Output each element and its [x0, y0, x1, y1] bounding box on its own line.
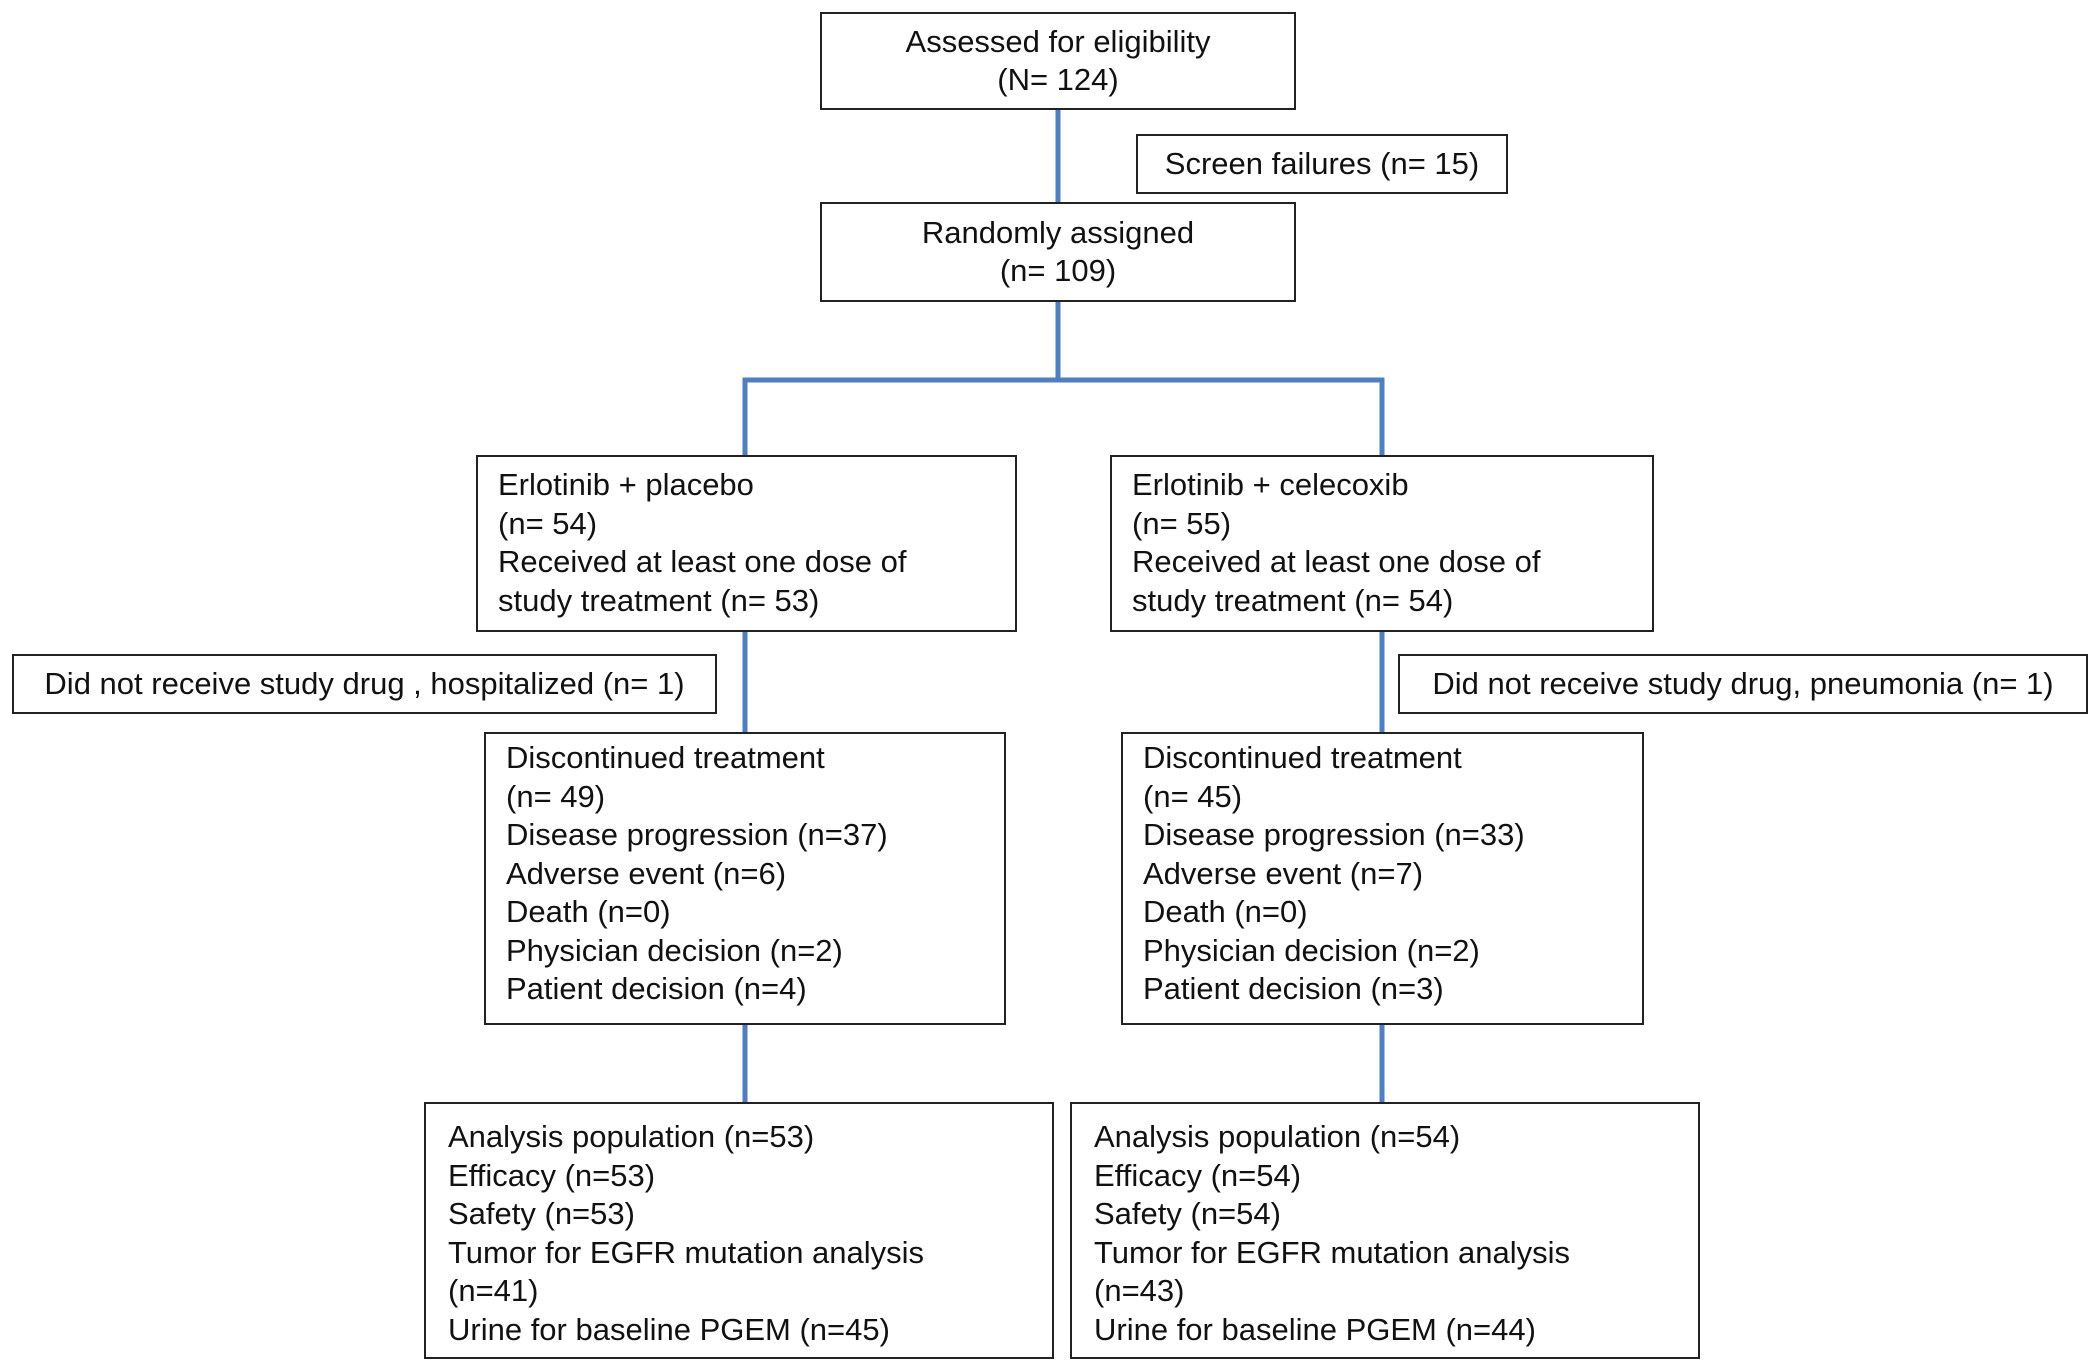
arm-placebo-discontinued-line: Patient decision (n=4)	[506, 971, 807, 1006]
arm-placebo-discontinued-line: Discontinued treatment	[506, 740, 825, 775]
arm-celecoxib-analysis-line: Efficacy (n=54)	[1094, 1157, 1302, 1193]
arm-celecoxib-discontinued-line: Discontinued treatment	[1143, 740, 1462, 775]
arm-placebo-analysis-line: Safety (n=53)	[448, 1196, 635, 1231]
connector-randomized-split	[742, 377, 1385, 460]
arm-celecoxib-analysis-line: Safety (n=54)	[1094, 1196, 1281, 1231]
arm-celecoxib-excluded-label: Did not receive study drug, pneumonia (n…	[1432, 665, 2054, 701]
arm-celecoxib-discontinued-line: Patient decision (n=3)	[1143, 971, 1444, 1006]
arm-celecoxib-analysis-line: (n=43)	[1094, 1273, 1185, 1308]
arm-celecoxib-analysis-box: Analysis population (n=54) Efficacy (n=5…	[1070, 1102, 1700, 1359]
arm-placebo-discontinued-line: Disease progression (n=37)	[506, 817, 888, 852]
arm-placebo-analysis-line: Analysis population (n=53)	[448, 1119, 815, 1154]
arm-celecoxib-analysis-line: Tumor for EGFR mutation analysis	[1094, 1234, 1571, 1270]
assessed-title: Assessed for eligibility	[905, 23, 1211, 59]
arm-celecoxib-enrollment-box: Erlotinib + celecoxib (n= 55) Received a…	[1110, 455, 1654, 632]
arm-celecoxib-discontinued-line: Disease progression (n=33)	[1143, 817, 1525, 852]
arm-celecoxib-discontinued-line: Adverse event (n=7)	[1143, 855, 1424, 891]
arm-placebo-analysis-line: Efficacy (n=53)	[448, 1157, 656, 1193]
arm-placebo-count: (n= 54)	[498, 505, 598, 541]
arm-celecoxib-discontinued-line: Physician decision (n=2)	[1143, 932, 1480, 968]
screen-failures-box: Screen failures (n= 15)	[1136, 134, 1508, 194]
arm-placebo-enrollment-box: Erlotinib + placebo (n= 54) Received at …	[476, 455, 1017, 632]
arm-placebo-name: Erlotinib + placebo	[498, 467, 754, 502]
arm-celecoxib-name: Erlotinib + celecoxib	[1132, 467, 1409, 502]
arm-celecoxib-analysis-line: Analysis population (n=54)	[1094, 1119, 1461, 1154]
arm-celecoxib-excluded-box: Did not receive study drug, pneumonia (n…	[1398, 654, 2088, 714]
arm-placebo-excluded-label: Did not receive study drug , hospitalize…	[44, 665, 685, 701]
arm-placebo-analysis-box: Analysis population (n=53) Efficacy (n=5…	[424, 1102, 1054, 1359]
arm-placebo-analysis-line: Urine for baseline PGEM (n=45)	[448, 1311, 890, 1347]
arm-placebo-analysis-line: Tumor for EGFR mutation analysis	[448, 1234, 925, 1270]
arm-placebo-analysis-line: (n=41)	[448, 1273, 539, 1308]
arm-placebo-received-line1: Received at least one dose of	[498, 544, 907, 579]
randomized-title: Randomly assigned	[921, 214, 1195, 250]
screen-failures-label: Screen failures (n= 15)	[1164, 145, 1480, 181]
arm-celecoxib-count: (n= 55)	[1132, 505, 1232, 541]
arm-celecoxib-received-line2: study treatment (n= 54)	[1132, 582, 1454, 618]
arm-placebo-discontinued-line: Death (n=0)	[506, 894, 671, 929]
randomized-box: Randomly assigned (n= 109)	[820, 202, 1296, 302]
assessed-box: Assessed for eligibility (N= 124)	[820, 12, 1296, 110]
arm-placebo-received-line2: study treatment (n= 53)	[498, 582, 820, 618]
arm-celecoxib-discontinued-line: Death (n=0)	[1143, 894, 1308, 929]
arm-celecoxib-received-line1: Received at least one dose of	[1132, 544, 1541, 579]
arm-celecoxib-analysis-line: Urine for baseline PGEM (n=44)	[1094, 1311, 1536, 1347]
arm-placebo-discontinued-line: Physician decision (n=2)	[506, 932, 843, 968]
arm-placebo-discontinued-line: (n= 49)	[506, 778, 606, 814]
assessed-count: (N= 124)	[997, 62, 1119, 97]
arm-placebo-discontinued-line: Adverse event (n=6)	[506, 855, 787, 891]
randomized-count: (n= 109)	[999, 253, 1117, 288]
arm-placebo-excluded-box: Did not receive study drug , hospitalize…	[12, 654, 717, 714]
arm-celecoxib-discontinued-box: Discontinued treatment (n= 45) Disease p…	[1121, 732, 1644, 1025]
arm-celecoxib-discontinued-line: (n= 45)	[1143, 778, 1243, 814]
arm-placebo-discontinued-box: Discontinued treatment (n= 49) Disease p…	[484, 732, 1006, 1025]
